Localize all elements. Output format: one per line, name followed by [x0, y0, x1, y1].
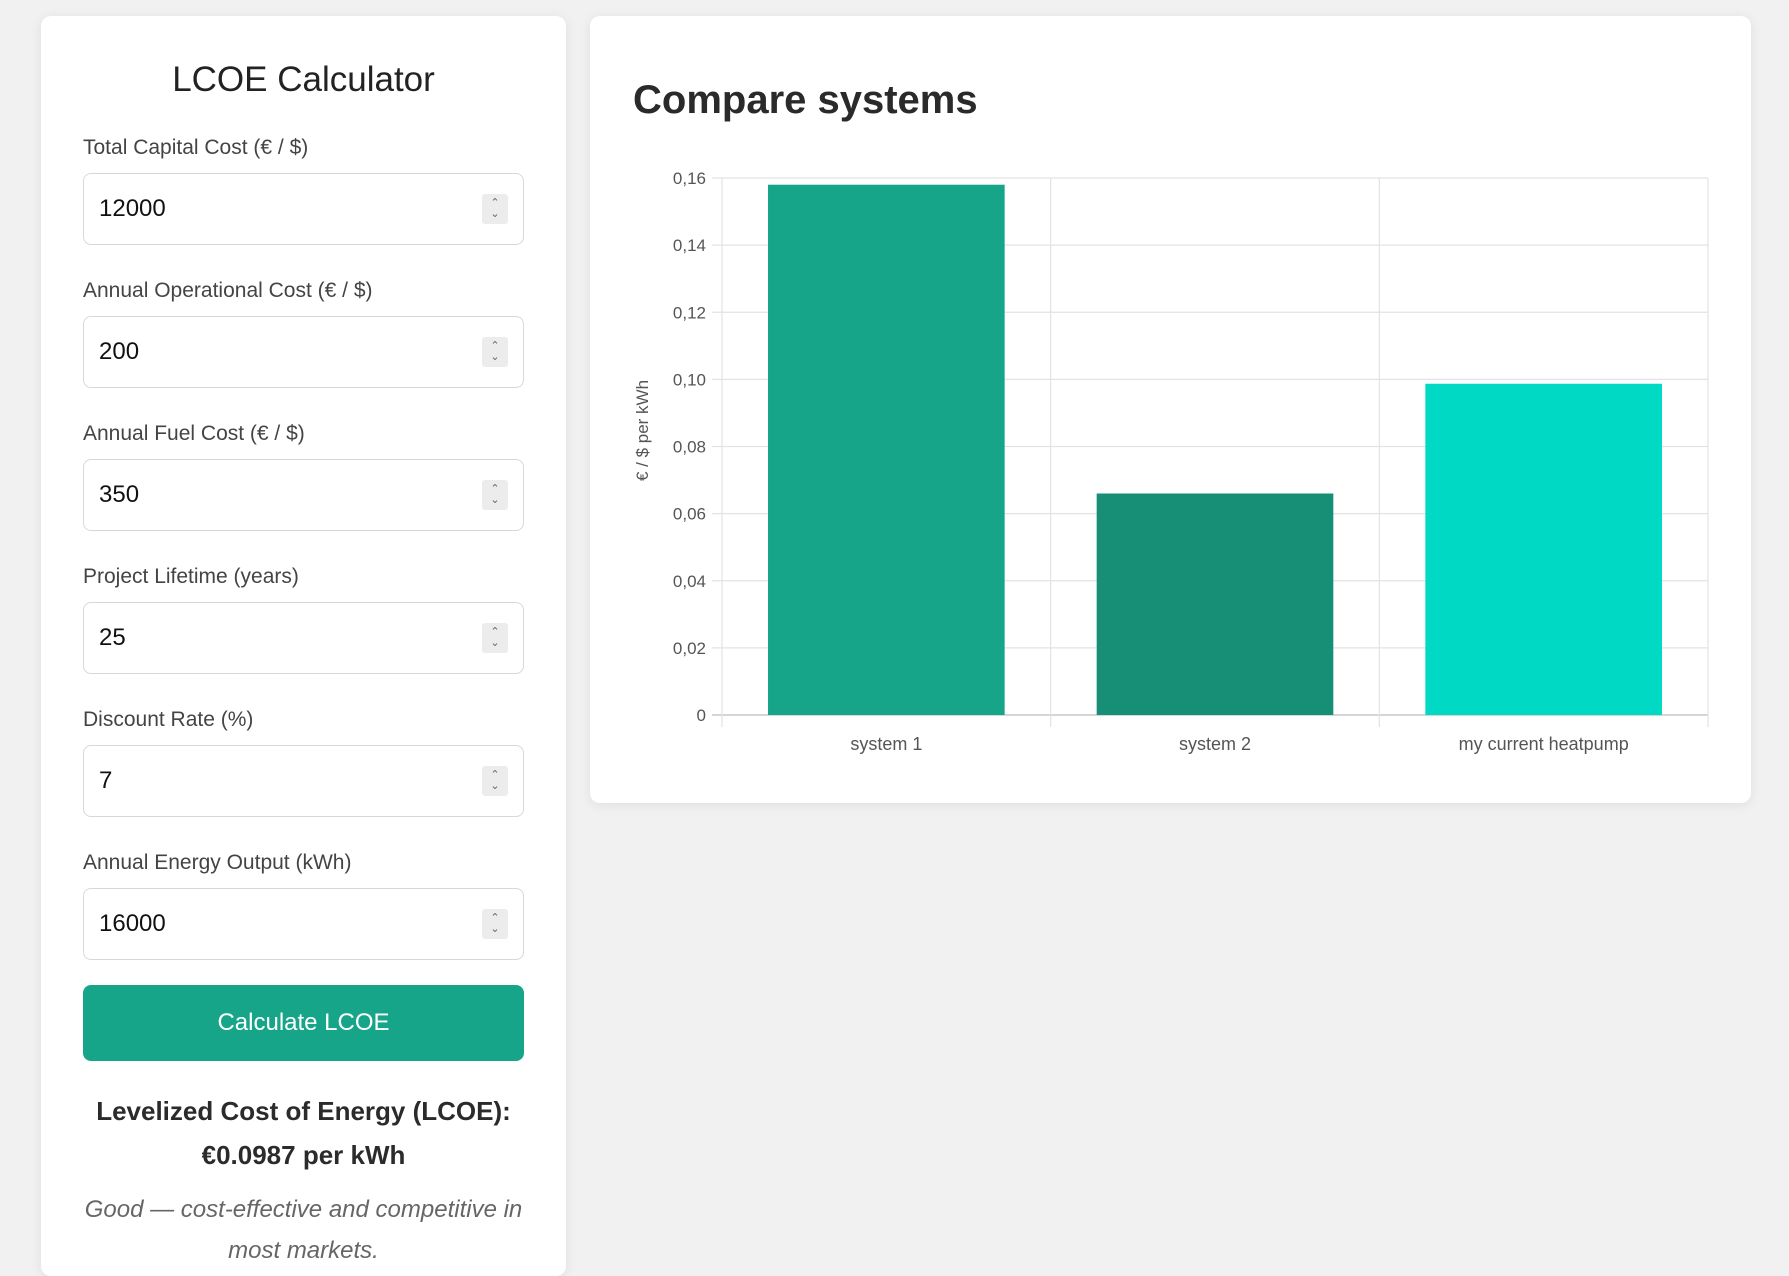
y-tick-label: 0: [697, 706, 706, 725]
field-label: Annual Operational Cost (€ / $): [83, 279, 373, 302]
field-project-lifetime: Project Lifetime (years) 25 ⌃ ⌄: [83, 563, 524, 674]
result-value: €0.0987 per kWh: [201, 1140, 406, 1170]
field-fuel-cost: Annual Fuel Cost (€ / $) 350 ⌃ ⌄: [83, 420, 524, 531]
input-value: 12000: [99, 195, 166, 222]
stepper-icon[interactable]: ⌃ ⌄: [482, 766, 508, 796]
input-value: 7: [99, 767, 113, 794]
field-label: Annual Energy Output (kWh): [83, 851, 352, 874]
compare-title: Compare systems: [633, 78, 978, 122]
input-value: 350: [99, 481, 140, 508]
field-capital-cost: Total Capital Cost (€ / $) 12000 ⌃ ⌄: [83, 134, 524, 245]
field-label: Annual Fuel Cost (€ / $): [83, 422, 305, 445]
calculate-lcoe-button[interactable]: Calculate LCOE: [83, 985, 524, 1061]
y-tick-label: 0,16: [673, 169, 706, 188]
calculator-title: LCOE Calculator: [172, 60, 435, 99]
project-lifetime-input[interactable]: 25 ⌃ ⌄: [83, 602, 524, 674]
lcoe-calculator-panel: LCOE Calculator Total Capital Cost (€ / …: [41, 16, 566, 1276]
field-operational-cost: Annual Operational Cost (€ / $) 200 ⌃ ⌄: [83, 277, 524, 388]
stepper-icon[interactable]: ⌃ ⌄: [482, 909, 508, 939]
energy-output-input[interactable]: 16000 ⌃ ⌄: [83, 888, 524, 960]
result-heading: Levelized Cost of Energy (LCOE):: [96, 1096, 511, 1126]
stepper-icon[interactable]: ⌃ ⌄: [482, 623, 508, 653]
field-label: Project Lifetime (years): [83, 565, 299, 588]
input-value: 200: [99, 338, 140, 365]
field-label: Total Capital Cost (€ / $): [83, 136, 309, 159]
bar: [1096, 493, 1334, 715]
y-tick-label: 0,14: [673, 236, 706, 255]
compare-systems-panel: 0 0,02 0,04 0,06 0,08 0,10 0,12 0,14 0,16 system …: [590, 16, 1751, 803]
lcoe-result: Levelized Cost of Energy (LCOE): €0.0987…: [83, 1089, 524, 1177]
fuel-cost-input[interactable]: 350 ⌃ ⌄: [83, 459, 524, 531]
x-category-label: system 2: [1179, 734, 1251, 754]
x-category-label: system 1: [850, 734, 922, 754]
y-tick-label: 0,10: [673, 370, 706, 389]
y-tick-label: 0,12: [673, 303, 706, 322]
x-category-label: my current heatpump: [1459, 734, 1629, 754]
input-value: 16000: [99, 910, 166, 937]
stepper-icon[interactable]: ⌃ ⌄: [482, 337, 508, 367]
discount-rate-input[interactable]: 7 ⌃ ⌄: [83, 745, 524, 817]
field-energy-output: Annual Energy Output (kWh) 16000 ⌃ ⌄: [83, 849, 524, 960]
stepper-icon[interactable]: ⌃ ⌄: [482, 194, 508, 224]
comparison-bar-chart: 0 0,02 0,04 0,06 0,08 0,10 0,12 0,14 0,16 system …: [633, 169, 1709, 754]
capital-cost-input[interactable]: 12000 ⌃ ⌄: [83, 173, 524, 245]
y-tick-label: 0,02: [673, 639, 706, 658]
y-tick-label: 0,08: [673, 438, 706, 457]
operational-cost-input[interactable]: 200 ⌃ ⌄: [83, 316, 524, 388]
y-tick-label: 0,04: [673, 572, 706, 591]
input-value: 25: [99, 624, 126, 651]
field-label: Discount Rate (%): [83, 708, 254, 731]
y-tick-label: 0,06: [673, 505, 706, 524]
bar: [768, 184, 1005, 715]
result-verdict: Good — cost-effective and competitive in…: [84, 1196, 523, 1264]
bar: [1425, 383, 1662, 715]
y-axis-title: € / $ per kWh: [633, 380, 652, 481]
field-discount-rate: Discount Rate (%) 7 ⌃ ⌄: [83, 706, 524, 817]
stepper-icon[interactable]: ⌃ ⌄: [482, 480, 508, 510]
